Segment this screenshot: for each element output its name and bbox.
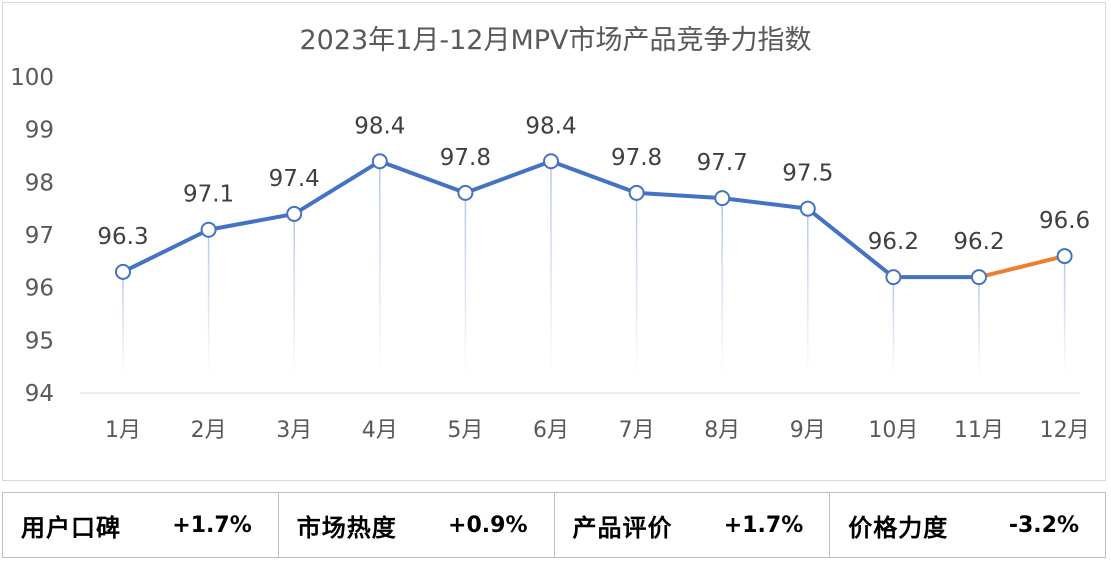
line-chart: 94 95 96 97 98 99 100 1月 2月 3月 4月 5月 6月 7月 8月 9月 10月 11月 1… xyxy=(10,65,1090,443)
drop-line xyxy=(1063,256,1066,378)
y-tick-label: 98 xyxy=(25,170,54,196)
x-tick-label: 1月 xyxy=(105,418,141,443)
x-tick-label: 12月 xyxy=(1040,418,1090,443)
x-tick-label: 3月 xyxy=(276,418,312,443)
y-tick-label: 99 xyxy=(25,118,54,144)
data-point xyxy=(885,269,902,286)
metric-user-reputation: 用户口碑 +1.7% xyxy=(3,493,279,557)
y-tick-label: 94 xyxy=(25,381,54,407)
data-point xyxy=(628,184,645,201)
x-tick-label: 4月 xyxy=(362,418,398,443)
y-tick-label: 96 xyxy=(25,276,54,302)
x-tick-label: 7月 xyxy=(619,418,655,443)
drop-line xyxy=(207,229,210,378)
y-tick-label: 97 xyxy=(25,223,54,249)
data-label: 97.8 xyxy=(611,145,662,171)
data-point xyxy=(115,263,131,280)
x-tick-label: 11月 xyxy=(954,418,1004,443)
data-label: 97.5 xyxy=(782,161,833,187)
drop-line xyxy=(379,161,381,378)
data-label: 97.7 xyxy=(697,150,748,176)
data-point xyxy=(971,269,987,286)
data-point xyxy=(543,153,559,170)
drop-line xyxy=(635,192,638,378)
metric-market-heat: 市场热度 +0.9% xyxy=(279,493,555,557)
metric-value: +1.7% xyxy=(172,512,252,538)
drop-line xyxy=(550,161,552,378)
data-label: 96.6 xyxy=(1039,208,1090,234)
x-tick-label: 2月 xyxy=(191,418,227,443)
y-tick-label: 100 xyxy=(10,65,54,91)
x-tick-label: 8月 xyxy=(704,418,740,443)
series-line-last-segment xyxy=(977,254,1067,280)
data-point xyxy=(200,221,217,238)
data-point xyxy=(371,153,388,170)
drop-line xyxy=(464,192,467,378)
data-point xyxy=(457,184,474,201)
drop-line xyxy=(892,277,895,378)
drop-line xyxy=(978,277,980,378)
data-point xyxy=(1056,248,1073,265)
x-tick-label: 9月 xyxy=(790,418,826,443)
metric-value: +1.7% xyxy=(723,512,804,538)
metric-label: 产品评价 xyxy=(572,513,673,542)
x-tick-label: 5月 xyxy=(447,418,483,443)
drop-line xyxy=(122,271,124,378)
data-label: 97.4 xyxy=(269,166,320,192)
x-tick-label: 6月 xyxy=(533,418,569,443)
data-label: 96.3 xyxy=(97,224,148,250)
metric-price-strength: 价格力度 -3.2% xyxy=(830,493,1105,557)
metric-value: +0.9% xyxy=(448,512,528,538)
x-tick-label: 10月 xyxy=(868,418,918,443)
data-label: 97.1 xyxy=(183,182,234,208)
metric-label: 价格力度 xyxy=(848,513,949,542)
drop-line xyxy=(721,198,723,378)
data-point xyxy=(799,200,816,217)
data-label: 97.8 xyxy=(440,145,491,171)
data-point xyxy=(286,205,303,222)
metrics-bar: 用户口碑 +1.7% 市场热度 +0.9% 产品评价 +1.7% 价格力度 -3… xyxy=(2,492,1106,558)
data-label: 96.2 xyxy=(868,229,919,255)
data-point xyxy=(714,190,731,207)
drop-line xyxy=(807,208,809,378)
metric-label: 用户口碑 xyxy=(21,513,121,542)
y-tick-label: 95 xyxy=(25,328,54,354)
chart-title: 2023年1月-12月MPV市场产品竞争力指数 xyxy=(299,25,812,56)
data-label: 96.2 xyxy=(953,229,1004,255)
metric-label: 市场热度 xyxy=(296,513,397,542)
data-label: 98.4 xyxy=(525,113,576,139)
metric-value: -3.2% xyxy=(1008,512,1079,538)
data-label: 98.4 xyxy=(354,113,405,139)
metric-product-review: 产品评价 +1.7% xyxy=(555,493,831,557)
drop-line xyxy=(293,213,295,378)
